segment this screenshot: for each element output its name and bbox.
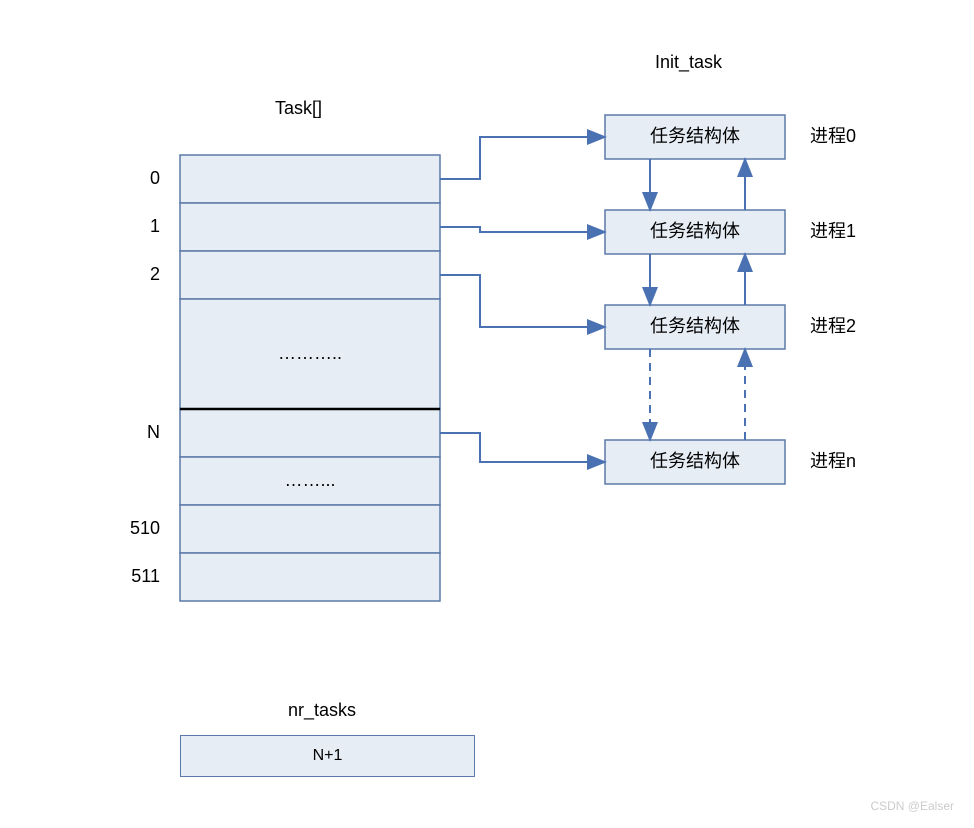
svg-text:510: 510 (130, 518, 160, 538)
svg-text:进程n: 进程n (810, 451, 856, 471)
svg-text:511: 511 (131, 566, 160, 586)
diagram-canvas: Task[] Init_task nr_tasks N+1 CSDN @Eals… (0, 0, 974, 828)
svg-text:1: 1 (150, 216, 160, 236)
svg-text:任务结构体: 任务结构体 (650, 451, 740, 471)
diagram-svg: 012………..N……...510511任务结构体进程0任务结构体进程1任务结构… (0, 0, 974, 828)
svg-text:任务结构体: 任务结构体 (650, 126, 740, 146)
svg-text:任务结构体: 任务结构体 (650, 221, 740, 241)
svg-text:进程2: 进程2 (810, 316, 856, 336)
svg-text:进程0: 进程0 (810, 126, 856, 146)
svg-text:2: 2 (150, 264, 160, 284)
svg-text:………..: ……….. (278, 343, 342, 363)
svg-text:任务结构体: 任务结构体 (650, 316, 740, 336)
svg-text:0: 0 (150, 168, 160, 188)
svg-text:N: N (147, 422, 160, 442)
svg-text:……...: ……... (284, 470, 335, 490)
svg-text:进程1: 进程1 (810, 221, 856, 241)
